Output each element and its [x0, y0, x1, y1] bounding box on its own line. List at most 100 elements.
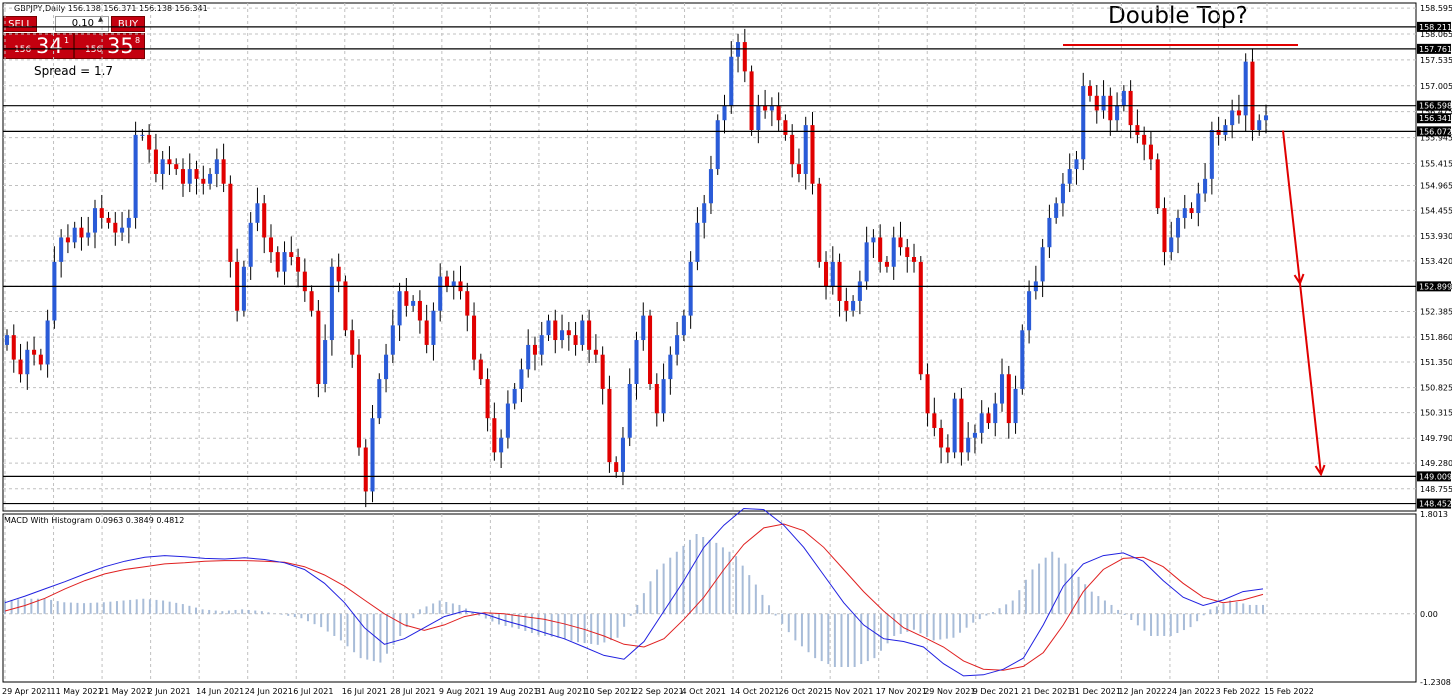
bullish-candle: [539, 335, 544, 355]
bearish-candle: [796, 164, 801, 174]
bullish-candle: [952, 398, 957, 453]
x-tick-label: 15 Feb 2022: [1264, 687, 1314, 696]
bearish-candle: [844, 300, 849, 311]
bullish-candle: [979, 413, 984, 433]
bearish-candle: [1216, 130, 1221, 135]
macd-line: [4, 507, 1264, 677]
bullish-candle: [1013, 388, 1018, 424]
bullish-candle: [1027, 291, 1032, 331]
bullish-candle: [160, 159, 165, 174]
bearish-candle: [316, 310, 321, 384]
bullish-candle: [1169, 237, 1174, 253]
bearish-candle: [1155, 159, 1160, 209]
bearish-candle: [749, 71, 754, 130]
buy-button[interactable]: BUY: [111, 16, 145, 32]
bearish-candle: [336, 266, 341, 282]
y-tick-label: 152.385: [1420, 307, 1452, 316]
bearish-candle: [1250, 61, 1255, 130]
x-tick-label: 17 Nov 2021: [876, 687, 927, 696]
bearish-candle: [99, 208, 104, 218]
bearish-candle: [289, 252, 294, 257]
bullish-candle: [248, 222, 253, 267]
bullish-candle: [803, 125, 808, 174]
bearish-candle: [925, 374, 930, 414]
bullish-candle: [715, 120, 720, 170]
bearish-candle: [1128, 90, 1133, 126]
bearish-candle: [465, 291, 470, 316]
bullish-candle: [641, 315, 646, 341]
x-tick-label: 19 Aug 2021: [487, 687, 538, 696]
bearish-candle: [302, 271, 307, 292]
x-tick-label: 14 Jun 2021: [196, 687, 244, 696]
bearish-candle: [472, 315, 477, 360]
x-tick-label: 29 Apr 2021: [2, 687, 51, 696]
bearish-candle: [587, 320, 592, 350]
bullish-candle: [1203, 178, 1208, 194]
x-tick-label: 10 Sep 2021: [584, 687, 635, 696]
projection-arrow-upper: [1282, 130, 1301, 284]
bearish-candle: [817, 183, 822, 262]
y-tick-label: 154.965: [1420, 181, 1452, 190]
bullish-candle: [120, 227, 125, 233]
bullish-candle: [580, 320, 585, 345]
x-tick-label: 24 Jan 2022: [1167, 687, 1215, 696]
y-tick-label: 158.595: [1420, 4, 1452, 13]
bullish-candle: [560, 330, 565, 341]
bearish-candle: [600, 354, 605, 389]
y-tick-label: 151.860: [1420, 333, 1452, 342]
bullish-candle: [993, 403, 998, 424]
bullish-candle: [187, 169, 192, 184]
buy-price-button[interactable]: 156 35 8: [74, 33, 145, 59]
x-tick-label: 6 Jul 2021: [293, 687, 333, 696]
bullish-candle: [1121, 90, 1126, 106]
macd-signal-line: [4, 523, 1264, 671]
bearish-candle: [201, 178, 206, 184]
bullish-candle: [620, 437, 625, 472]
bearish-candle: [1006, 374, 1011, 424]
bullish-candle: [857, 281, 862, 301]
bullish-candle: [323, 340, 328, 384]
bullish-candle: [729, 56, 734, 106]
bullish-candle: [1209, 130, 1214, 179]
bullish-candle: [384, 354, 389, 380]
x-tick-label: 4 Oct 2021: [682, 687, 726, 696]
y-tick-label: 157.005: [1420, 82, 1452, 91]
bearish-candle: [742, 42, 747, 72]
bullish-candle: [86, 232, 91, 238]
bullish-candle: [431, 310, 436, 345]
y-tick-label: 153.930: [1420, 232, 1452, 241]
bearish-candle: [810, 125, 815, 184]
bullish-candle: [208, 173, 213, 184]
x-tick-label: 2 Jun 2021: [148, 687, 191, 696]
bullish-candle: [688, 261, 693, 316]
bearish-candle: [790, 134, 795, 165]
double-top-annotation: Double Top?: [1108, 3, 1248, 29]
bearish-candle: [478, 359, 483, 380]
y-tick-label: 156.475: [1420, 108, 1452, 117]
lot-stepper-icon[interactable]: ▲: [98, 15, 104, 23]
bearish-candle: [1087, 86, 1093, 96]
y-tick-label: 155.415: [1420, 159, 1452, 168]
bearish-candle: [309, 291, 314, 311]
level-price-box: [1417, 21, 1451, 32]
x-tick-label: 5 Nov 2021: [827, 687, 873, 696]
bullish-candle: [214, 159, 219, 174]
bullish-candle: [1175, 217, 1181, 238]
level-price-text: 152.899: [1419, 282, 1452, 291]
bullish-candle: [52, 261, 57, 321]
trade-panel: SELL 0.10 ▲ BUY 156 34 1 156 35 8: [3, 15, 145, 59]
lot-size-input[interactable]: 0.10: [55, 16, 109, 32]
bearish-candle: [1108, 95, 1113, 121]
bullish-candle: [451, 281, 456, 287]
bullish-candle: [1074, 159, 1079, 170]
bullish-candle: [1047, 217, 1052, 248]
bullish-candle: [1223, 125, 1228, 135]
y-tick-label: 148.755: [1420, 485, 1452, 494]
bearish-candle: [763, 105, 768, 111]
bullish-candle: [1081, 86, 1086, 160]
bearish-candle: [553, 320, 558, 341]
bearish-candle: [113, 222, 118, 233]
sell-price-button[interactable]: 156 34 1: [3, 33, 74, 59]
bearish-candle: [424, 320, 429, 345]
